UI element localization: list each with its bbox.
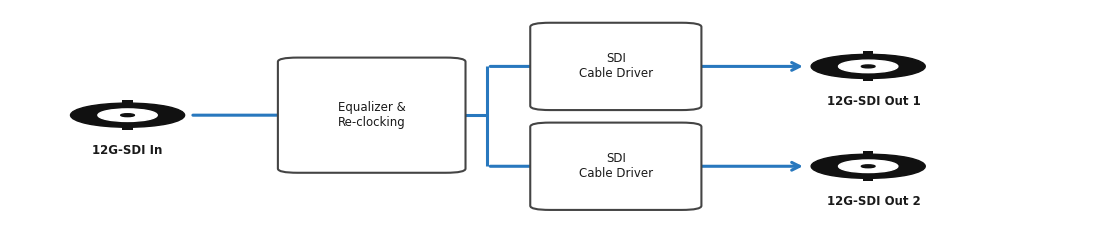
Circle shape — [811, 54, 925, 78]
Text: 12G-SDI In: 12G-SDI In — [92, 144, 163, 157]
FancyBboxPatch shape — [864, 178, 873, 181]
Text: SDI
Cable Driver: SDI Cable Driver — [579, 152, 653, 180]
FancyBboxPatch shape — [122, 127, 133, 130]
Circle shape — [861, 165, 875, 168]
Circle shape — [861, 65, 875, 68]
Circle shape — [838, 160, 898, 172]
FancyBboxPatch shape — [530, 123, 702, 210]
Circle shape — [838, 60, 898, 73]
Circle shape — [811, 154, 925, 178]
FancyBboxPatch shape — [864, 151, 873, 155]
Text: Equalizer &
Re-clocking: Equalizer & Re-clocking — [338, 101, 406, 129]
FancyBboxPatch shape — [278, 58, 465, 173]
FancyBboxPatch shape — [530, 23, 702, 110]
FancyBboxPatch shape — [864, 78, 873, 81]
Text: SDI
Cable Driver: SDI Cable Driver — [579, 52, 653, 80]
Circle shape — [98, 109, 157, 121]
FancyBboxPatch shape — [864, 51, 873, 55]
Text: 12G-SDI Out 1: 12G-SDI Out 1 — [827, 95, 921, 108]
Text: 12G-SDI Out 2: 12G-SDI Out 2 — [827, 195, 921, 208]
FancyBboxPatch shape — [122, 100, 133, 104]
Circle shape — [70, 103, 185, 127]
Circle shape — [121, 114, 134, 117]
